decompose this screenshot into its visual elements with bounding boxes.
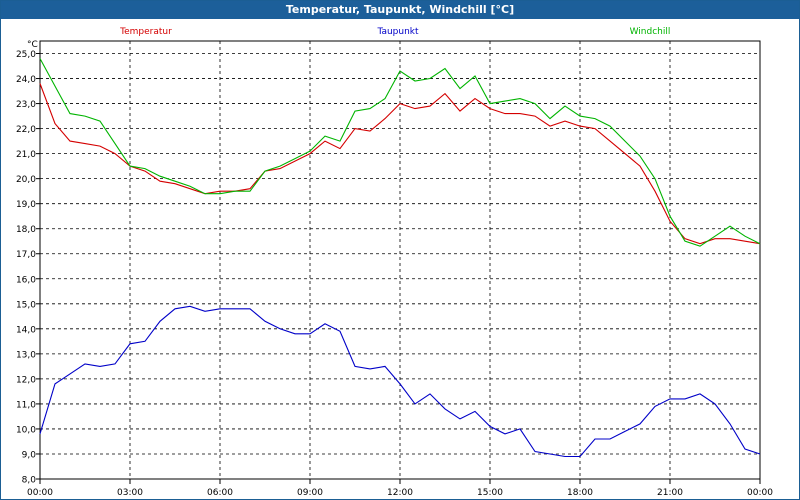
- legend-entry-taupunkt: Taupunkt: [376, 27, 419, 37]
- y-tick-label: 18,0: [16, 225, 36, 235]
- y-tick-label: 14,0: [16, 325, 36, 335]
- y-tick-label: 16,0: [16, 275, 36, 285]
- y-tick-label: 11,0: [16, 400, 36, 410]
- series-line-taupunkt: [39, 305, 761, 458]
- y-tick-label: 23,0: [16, 100, 36, 110]
- legend: Temperatur Taupunkt Windchill: [119, 27, 670, 37]
- y-tick-label: 10,0: [16, 425, 36, 435]
- grid: [40, 41, 760, 480]
- y-tick-label: 24,0: [16, 75, 36, 85]
- y-tick-label: 22,0: [16, 125, 36, 135]
- y-tick-label: 13,0: [16, 350, 36, 360]
- x-tick-time-label: 06:00: [207, 488, 233, 498]
- x-tick-time-label: 09:00: [297, 488, 323, 498]
- y-axis-label: °C: [27, 40, 38, 50]
- x-tick-time-label: 00:00: [747, 488, 773, 498]
- y-tick-label: 12,0: [16, 375, 36, 385]
- y-tick-label: 8,0: [22, 476, 37, 486]
- series-lines: [39, 58, 761, 458]
- series-line-temperatur: [39, 83, 761, 245]
- x-tick-time-label: 21:00: [657, 488, 683, 498]
- y-tick-label: 19,0: [16, 200, 36, 210]
- x-tick-time-label: 15:00: [477, 488, 503, 498]
- y-tick-label: 15,0: [16, 300, 36, 310]
- window-title: Temperatur, Taupunkt, Windchill [°C]: [1, 1, 799, 19]
- x-tick-time-label: 03:00: [117, 488, 143, 498]
- axes: 8,0 9,0 10,0 11,0 12,0 13,0 14,0 15,0 16,0 17,0 18…: [16, 40, 773, 498]
- series-line-windchill: [39, 58, 761, 247]
- x-tick-time-label: 12:00: [387, 488, 413, 498]
- y-tick-label: 20,0: [16, 175, 36, 185]
- y-tick-label: 17,0: [16, 250, 36, 260]
- y-tick-label: 21,0: [16, 150, 36, 160]
- x-tick-time-label: 00:00: [27, 488, 53, 498]
- legend-entry-temperatur: Temperatur: [119, 27, 172, 37]
- legend-entry-windchill: Windchill: [630, 27, 671, 37]
- line-chart: 8,0 9,0 10,0 11,0 12,0 13,0 14,0 15,0 16,0 17,0 18…: [16, 27, 773, 498]
- y-tick-label: 25,0: [16, 50, 36, 60]
- y-tick-label: 9,0: [22, 450, 37, 460]
- x-tick-time-label: 18:00: [567, 488, 593, 498]
